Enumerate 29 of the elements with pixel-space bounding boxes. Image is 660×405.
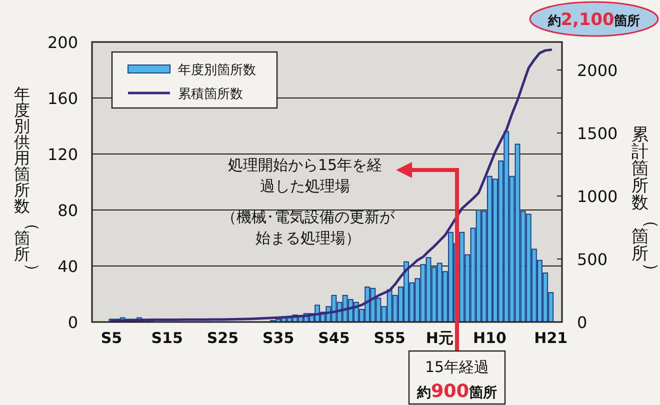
x-tick-label: H元	[426, 329, 454, 347]
y2-tick-label: 500	[577, 250, 608, 269]
annotation: 処理開始から15年を経過した処理場	[228, 156, 382, 195]
legend-label: 累積箇所数	[178, 87, 243, 102]
x-tick-label: S35	[262, 329, 294, 347]
x-tick-label: S5	[100, 329, 122, 347]
y-tick-label: 80	[58, 201, 78, 220]
y2-tick-label: 2000	[577, 60, 618, 80]
x-tick-label: H21	[534, 329, 568, 347]
y2-tick-label: 1000	[577, 186, 618, 206]
y2-tick-label: 1500	[577, 124, 618, 143]
text: 年度別供用箇所数（箇所）	[14, 84, 43, 279]
y-tick-label: 120	[47, 145, 78, 164]
x-tick-label: S15	[151, 329, 183, 347]
y-tick-label: 0	[68, 313, 78, 332]
annotation: （機械･電気設備の更新が始まる処理場）	[222, 208, 396, 247]
x-tick-label: S25	[206, 329, 239, 347]
y-tick-label: 200	[47, 33, 78, 52]
x-tick-label: S55	[374, 329, 406, 347]
text: 約2,100箇所	[546, 9, 640, 29]
y-tick-label: 160	[47, 89, 78, 108]
text: 約900箇所	[416, 381, 497, 402]
x-tick-label: S45	[318, 329, 350, 347]
y-tick-label: 40	[58, 257, 78, 276]
x-tick-label: H10	[472, 329, 506, 347]
legend-label: 年度別箇所数	[178, 62, 256, 78]
text: 累計箇所数（箇所）	[632, 124, 660, 280]
text: 15年経過	[424, 358, 490, 376]
y2-tick-label: 0	[577, 313, 588, 332]
